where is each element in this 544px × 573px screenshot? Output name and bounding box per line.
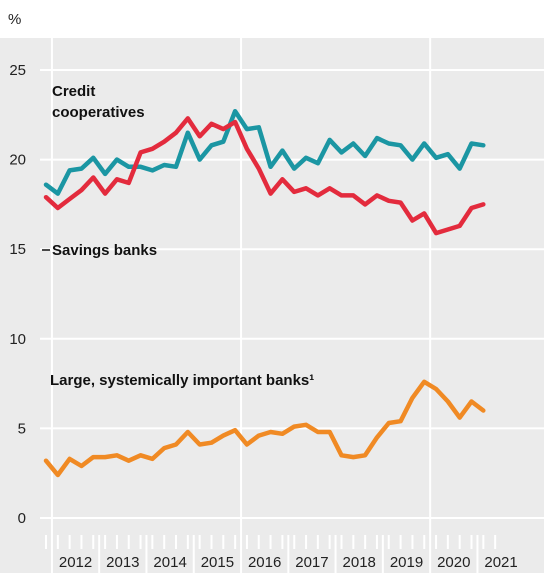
label-layer: Credit cooperatives Savings banks Large, sy… (42, 83, 314, 389)
x-tick-label: 2020 (437, 554, 470, 571)
y-tick-label: 20 (9, 152, 26, 169)
header-band (0, 0, 544, 36)
x-tick-label: 2013 (106, 554, 139, 571)
series-line (43, 379, 486, 478)
x-axis: 2012 2013 2014 2015 2016 2017 2018 2019 2020 2021 (45, 535, 518, 573)
x-tick-label: 2019 (390, 554, 423, 571)
series-line (43, 116, 486, 236)
y-tick-label: 0 (18, 510, 26, 527)
unit-label: % (8, 11, 21, 28)
x-tick-label: 2016 (248, 554, 281, 571)
series-label-line: Credit (52, 83, 95, 100)
y-tick-label: 25 (9, 62, 26, 79)
x-tick-label: 2021 (484, 554, 517, 571)
y-tick-label: 5 (18, 420, 26, 437)
series-label-line: Large, systemically important banks¹ (50, 372, 314, 389)
series-label: Large, systemically important banks¹ (50, 372, 314, 389)
x-tick-label: 2014 (153, 554, 186, 571)
x-tick-label: 2012 (59, 554, 92, 571)
x-tick-label: 2018 (343, 554, 376, 571)
x-axis-band (0, 535, 544, 573)
x-tick-label: 2017 (295, 554, 328, 571)
series-label-line: Savings banks (52, 242, 157, 259)
series-label: Credit cooperatives (52, 83, 145, 121)
y-tick-label: 10 (9, 331, 26, 348)
series-label: Savings banks (52, 242, 157, 259)
plot-area (0, 38, 544, 535)
axis-layer: 0 5 10 15 20 25 (9, 62, 26, 527)
x-tick-label: 2015 (201, 554, 234, 571)
y-tick-label: 15 (9, 241, 26, 258)
series-line (43, 108, 486, 196)
series-label-line: cooperatives (52, 104, 145, 121)
series-layer (43, 108, 486, 478)
